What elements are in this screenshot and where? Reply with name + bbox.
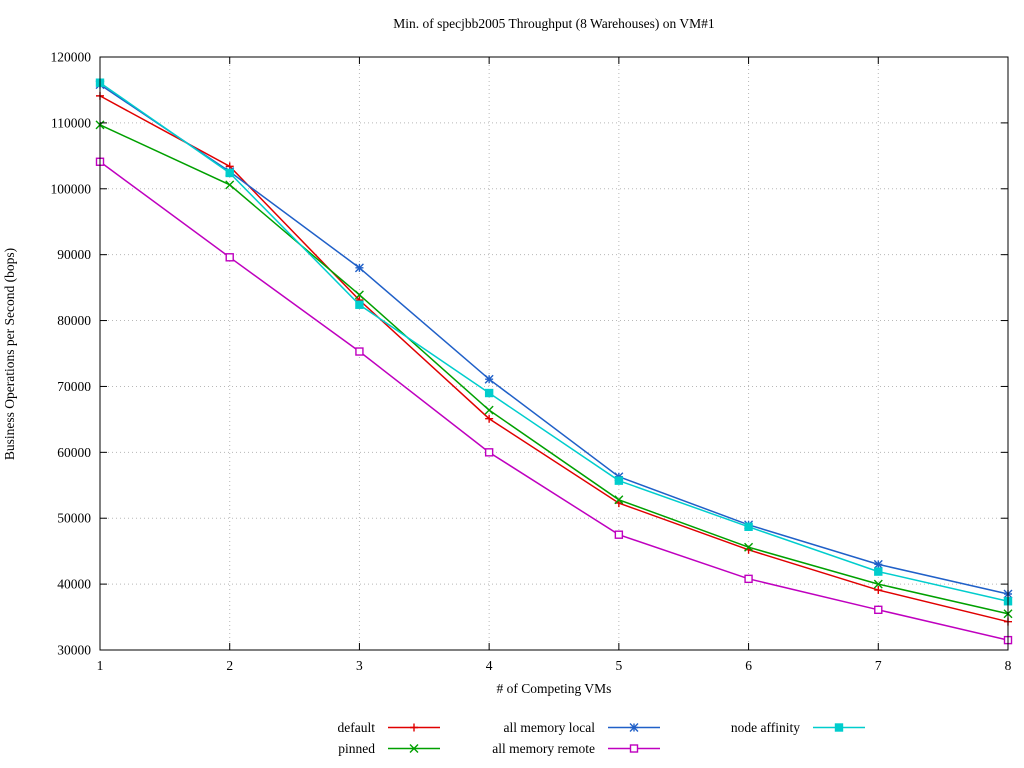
y-tick-label: 60000 — [57, 445, 91, 460]
x-tick-label: 8 — [1005, 658, 1012, 673]
tick-label-layer: 30000 40000 50000 60000 70000 80000 90000 10000… — [51, 50, 1012, 674]
x-tick-label: 1 — [97, 658, 104, 673]
series-marker-pinned — [225, 180, 235, 190]
x-tick-label: 7 — [875, 658, 882, 673]
series-marker-node-affinity — [744, 522, 753, 531]
x-tick-label: 2 — [226, 658, 233, 673]
x-tick-label: 5 — [615, 658, 622, 673]
plot-border — [99, 56, 1009, 651]
series-marker-default — [874, 586, 883, 595]
series-marker-all-memory-local — [354, 263, 364, 273]
grid-layer — [99, 56, 1009, 651]
series-marker-node-affinity — [484, 388, 494, 398]
x-tick-label: 3 — [356, 658, 363, 673]
series-marker-all-memory-local — [873, 559, 883, 569]
series-pinned — [95, 120, 1013, 619]
y-tick-label: 120000 — [51, 50, 92, 65]
series-marker-all-memory-remote — [225, 253, 234, 262]
y-tick-label: 110000 — [51, 115, 91, 130]
series-marker-pinned — [744, 542, 754, 552]
series-marker-all-memory-remote — [614, 530, 624, 539]
legend-sample-marker — [834, 723, 844, 732]
series-marker-node-affinity — [874, 567, 883, 576]
y-tick-label: 40000 — [57, 577, 91, 592]
chart-title: Min. of specjbb2005 Throughput (8 Wareho… — [393, 16, 714, 31]
legend-label: pinned — [338, 741, 375, 756]
series-marker-node-affinity — [614, 476, 624, 485]
series-line-all-memory-remote — [99, 161, 1009, 641]
y-tick-label: 50000 — [57, 511, 91, 526]
x-tick-label: 4 — [486, 658, 493, 673]
series-marker-pinned — [484, 405, 494, 415]
y-tick-label: 30000 — [57, 643, 91, 658]
series-marker-all-memory-remote — [874, 605, 883, 615]
series-marker-node-affinity — [225, 168, 234, 178]
series-line-default — [99, 95, 1009, 623]
legend-label: all memory remote — [492, 741, 595, 756]
legend-label: all memory local — [504, 720, 596, 735]
legend-sample-marker — [410, 723, 418, 732]
y-axis-label: Business Operations per Second (bops) — [2, 248, 17, 460]
legend-sample-marker — [629, 744, 639, 753]
y-tick-label: 70000 — [57, 379, 91, 394]
series-marker-default — [485, 414, 494, 423]
series-marker-pinned — [354, 290, 364, 300]
series-line-all-memory-local — [99, 84, 1009, 595]
series-line-node-affinity — [99, 82, 1009, 602]
plot-frame-layer — [99, 56, 1009, 651]
series-node-affinity — [95, 78, 1013, 606]
series-marker-all-memory-remote — [744, 574, 753, 584]
legend-entry-node-affinity: node affinity — [731, 720, 865, 735]
legend-label: node affinity — [731, 720, 800, 735]
x-tick-label: 6 — [745, 658, 752, 673]
legend-sample-marker — [409, 744, 419, 753]
legend-layer: default all memory local node affinity pinn… — [338, 720, 865, 756]
series-layer — [95, 78, 1013, 645]
legend-entry-all-memory-remote: all memory remote — [492, 741, 660, 756]
series-marker-all-memory-remote — [484, 448, 494, 457]
series-all-memory-local — [95, 80, 1013, 599]
legend-sample-marker — [629, 723, 639, 732]
legend-entry-default: default — [338, 720, 440, 735]
series-marker-all-memory-remote — [355, 347, 364, 356]
series-marker-all-memory-local — [484, 374, 494, 384]
series-marker-node-affinity — [355, 300, 364, 309]
legend-entry-all-memory-local: all memory local — [504, 720, 660, 735]
y-tick-label: 90000 — [57, 247, 91, 262]
series-marker-pinned — [614, 495, 624, 505]
x-axis-label: # of Competing VMs — [497, 681, 612, 696]
legend-entry-pinned: pinned — [338, 741, 440, 756]
series-line-pinned — [99, 124, 1009, 615]
legend-label: default — [338, 720, 376, 735]
series-marker-pinned — [873, 579, 883, 589]
y-tick-label: 100000 — [51, 181, 92, 196]
y-tick-label: 80000 — [57, 313, 91, 328]
